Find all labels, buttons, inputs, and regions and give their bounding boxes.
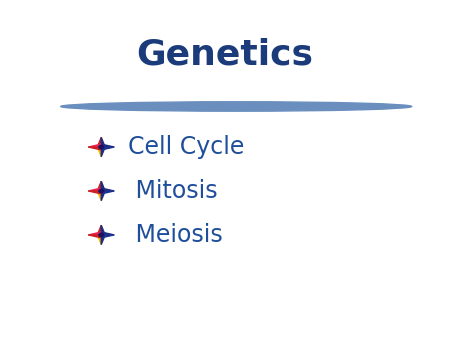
Text: Mitosis: Mitosis — [128, 179, 218, 203]
Text: Cell Cycle: Cell Cycle — [128, 135, 245, 159]
Polygon shape — [88, 235, 101, 238]
Polygon shape — [101, 181, 105, 191]
Polygon shape — [98, 147, 101, 157]
Polygon shape — [101, 191, 114, 194]
Polygon shape — [98, 235, 101, 245]
Text: Meiosis: Meiosis — [128, 223, 223, 247]
Polygon shape — [88, 191, 101, 194]
Polygon shape — [88, 147, 101, 150]
Polygon shape — [101, 147, 105, 157]
Polygon shape — [101, 225, 105, 235]
Text: Genetics: Genetics — [136, 37, 314, 71]
Circle shape — [99, 145, 104, 149]
Polygon shape — [88, 144, 101, 147]
Polygon shape — [101, 232, 114, 235]
Polygon shape — [101, 188, 114, 191]
Polygon shape — [101, 235, 105, 245]
Polygon shape — [98, 225, 101, 235]
Polygon shape — [101, 144, 114, 147]
Circle shape — [99, 189, 104, 193]
Polygon shape — [98, 191, 101, 201]
Polygon shape — [98, 181, 101, 191]
Polygon shape — [88, 188, 101, 191]
Circle shape — [99, 233, 104, 237]
Polygon shape — [101, 137, 105, 147]
Polygon shape — [101, 191, 105, 201]
Polygon shape — [98, 137, 101, 147]
Polygon shape — [101, 235, 114, 238]
Ellipse shape — [61, 102, 412, 111]
Polygon shape — [101, 147, 114, 150]
Polygon shape — [88, 232, 101, 235]
